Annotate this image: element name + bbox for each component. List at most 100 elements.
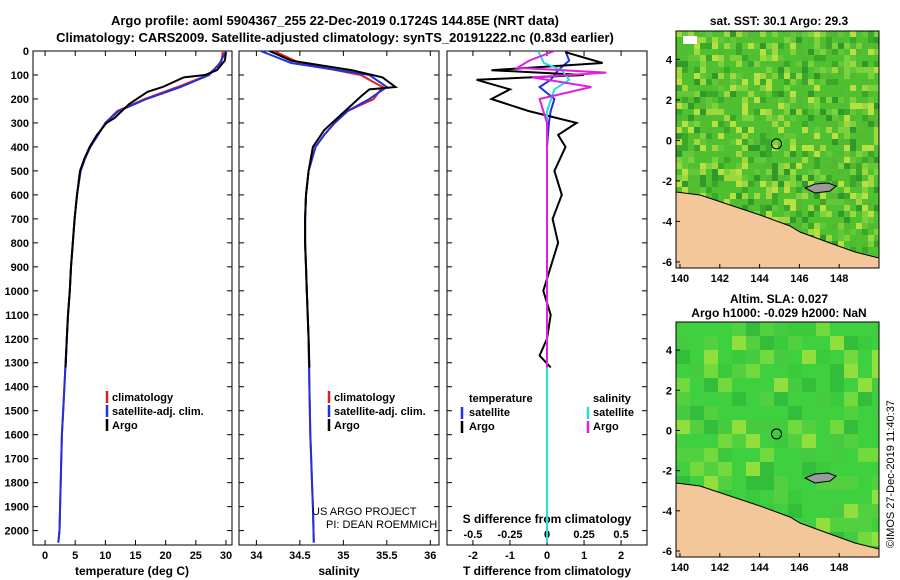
sla-cell xyxy=(788,378,802,392)
sst-cell xyxy=(844,55,850,61)
sst-cell xyxy=(718,37,724,43)
sst-cell xyxy=(796,211,802,217)
sst-cell xyxy=(874,133,879,139)
sst-cell xyxy=(748,199,754,205)
sst-cell xyxy=(712,181,718,187)
sst-cell xyxy=(808,79,814,85)
sst-cell xyxy=(796,223,802,229)
salinity-x-tick-label: 35.5 xyxy=(376,550,397,562)
s-difference-x-tick-label: 0.5 xyxy=(613,529,628,541)
sst-cell xyxy=(700,43,706,49)
sst-cell xyxy=(838,241,844,247)
sla-cell xyxy=(816,350,830,364)
sla-cell xyxy=(676,406,690,420)
sst-cell xyxy=(682,181,688,187)
sst-map xyxy=(676,31,879,268)
sst-cell xyxy=(832,193,838,199)
sst-cell xyxy=(700,55,706,61)
sst-cell xyxy=(796,181,802,187)
sst-island xyxy=(803,182,837,194)
sla-cell xyxy=(844,504,858,518)
sst-cell xyxy=(826,49,832,55)
sst-cell xyxy=(700,109,706,115)
sst-cell xyxy=(676,157,682,163)
sst-cell xyxy=(832,157,838,163)
sst-cell xyxy=(808,205,814,211)
sst-map-frame xyxy=(675,30,880,269)
map-y-tick-label: 2 xyxy=(666,385,672,397)
sla-cell xyxy=(760,322,774,336)
sst-cell xyxy=(856,199,862,205)
sst-cell xyxy=(700,115,706,121)
sst-cell xyxy=(802,157,808,163)
sst-cell xyxy=(814,145,820,151)
sst-cell xyxy=(838,139,844,145)
sst-cell xyxy=(862,187,868,193)
sst-cell xyxy=(772,139,778,145)
sst-cell xyxy=(808,31,814,37)
legend-t-satellite: satellite xyxy=(469,407,510,419)
sst-cell xyxy=(742,133,748,139)
sst-cell xyxy=(844,145,850,151)
sst-cell xyxy=(676,115,682,121)
sst-cell xyxy=(826,235,832,241)
sst-cell xyxy=(850,73,856,79)
sst-cell xyxy=(796,43,802,49)
sst-cell xyxy=(874,157,879,163)
sst-cell xyxy=(724,67,730,73)
depth-tick-label: 500 xyxy=(11,166,29,178)
sla-cell xyxy=(690,406,704,420)
map-y-tick-label: -2 xyxy=(662,176,672,188)
sst-cell xyxy=(832,223,838,229)
map-y-tick-label: 4 xyxy=(666,345,673,357)
sst-cell xyxy=(802,31,808,37)
sst-cell xyxy=(862,193,868,199)
depth-tick-label: 1600 xyxy=(5,430,29,442)
sst-cell xyxy=(838,199,844,205)
sst-cell xyxy=(868,211,874,217)
sst-cell xyxy=(742,103,748,109)
sst-cell xyxy=(814,175,820,181)
sst-cell xyxy=(682,187,688,193)
legend-climatology: climatology xyxy=(334,392,396,404)
sla-cell xyxy=(774,378,788,392)
sla-cell xyxy=(788,490,802,504)
sla-cell xyxy=(704,378,718,392)
sst-cell xyxy=(700,79,706,85)
sst-cell xyxy=(838,235,844,241)
sst-cell xyxy=(802,121,808,127)
sst-cell xyxy=(682,97,688,103)
sst-cell xyxy=(808,223,814,229)
sst-cell xyxy=(718,121,724,127)
sst-cell xyxy=(808,181,814,187)
sst-cell xyxy=(796,97,802,103)
sst-cell xyxy=(862,217,868,223)
sla-cell xyxy=(830,364,844,378)
sst-cell xyxy=(808,169,814,175)
salinity-x-tick-label: 36 xyxy=(424,550,436,562)
sst-cell xyxy=(742,55,748,61)
sst-cell xyxy=(826,73,832,79)
sst-cell xyxy=(850,193,856,199)
sla-cell xyxy=(718,378,732,392)
sla-cell xyxy=(774,434,788,448)
sst-cell xyxy=(862,223,868,229)
sst-cell xyxy=(814,49,820,55)
sla-cell xyxy=(704,476,718,490)
sst-cell xyxy=(694,49,700,55)
sst-cell xyxy=(694,127,700,133)
sst-cell xyxy=(874,85,879,91)
sst-cell xyxy=(844,151,850,157)
sst-cell xyxy=(778,169,784,175)
project-credit: US ARGO PROJECT xyxy=(312,506,417,518)
sst-cell xyxy=(784,211,790,217)
sst-cell xyxy=(826,121,832,127)
depth-tick-label: 0 xyxy=(23,46,29,58)
temperature-x-tick-label: 20 xyxy=(160,550,172,562)
sst-cell xyxy=(772,163,778,169)
map-y-tick-label: -6 xyxy=(662,257,672,269)
sst-cell xyxy=(844,109,850,115)
sst-cell xyxy=(784,187,790,193)
sla-cell xyxy=(802,322,816,336)
sst-cell xyxy=(862,241,868,247)
